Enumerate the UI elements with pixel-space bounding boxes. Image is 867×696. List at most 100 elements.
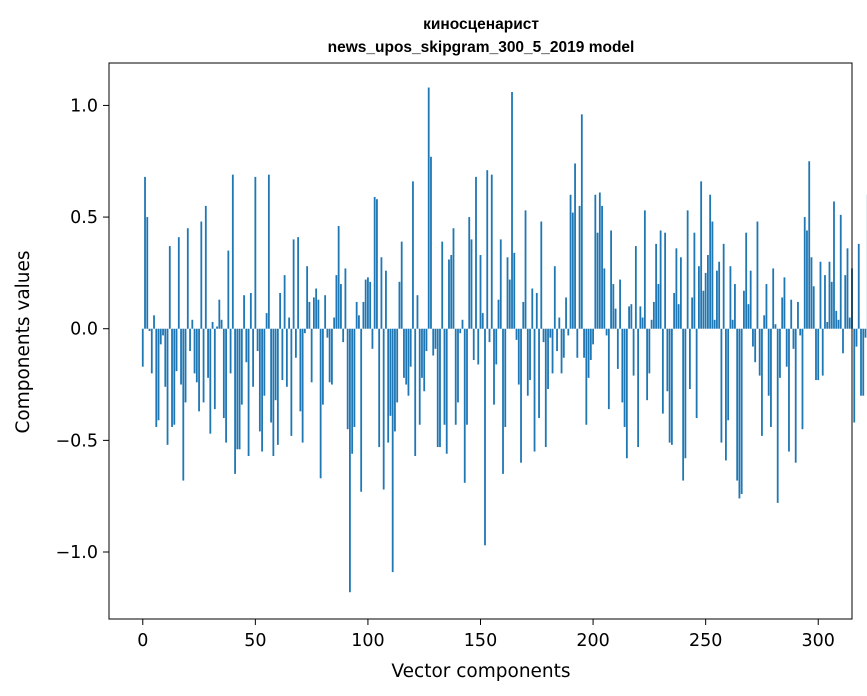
bar-183 [553,266,556,329]
bar-269 [747,304,750,329]
y-tick-label: −1.0 [56,543,99,563]
bar-121 [414,328,417,456]
bar-4 [150,328,153,374]
bar-125 [423,328,426,392]
bar-187 [562,328,565,358]
bar-40 [231,174,234,329]
bar-279 [770,328,772,427]
bar-11 [166,328,169,445]
x-tick-label: 100 [351,631,384,651]
bar-7 [157,328,160,421]
bar-29 [207,328,209,378]
bar-76 [312,297,315,329]
bar-254 [713,319,716,329]
bar-8 [159,328,162,345]
bar-162 [506,257,509,329]
bar-47 [247,328,250,456]
x-tick-label: 300 [802,631,835,651]
bar-210 [614,308,617,329]
bar-182 [551,328,554,374]
bar-119 [409,328,412,367]
bar-0 [141,328,144,367]
bar-294 [803,217,806,329]
chart-subtitle: news_upos_skipgram_300_5_2019 model [328,39,635,56]
bar-62 [281,328,284,381]
x-axis-ticks: 0 50 100 150 200 250 300 [137,619,835,651]
bar-108 [385,270,387,329]
bar-277 [765,284,768,329]
bar-252 [709,194,712,329]
bar-199 [589,328,592,360]
bar-138 [452,228,455,329]
bar-299 [815,328,817,381]
bar-25 [198,328,200,412]
bar-258 [722,243,725,329]
bar-124 [421,328,423,378]
bar-266 [740,328,743,494]
bar-227 [652,301,655,329]
bar-242 [686,210,689,329]
bar-102 [371,328,374,349]
bar-276 [763,315,766,329]
bar-174 [533,328,536,452]
bar-106 [380,257,383,329]
y-tick-label: 1.0 [70,96,98,116]
bar-241 [684,328,687,459]
bar-301 [819,261,822,329]
bar-94 [353,328,356,427]
bar-51 [256,328,259,352]
bar-237 [675,248,678,329]
bar-316 [853,328,856,423]
bar-186 [560,328,563,374]
bar-290 [794,328,797,463]
bar-27 [202,328,205,403]
bar-69 [297,237,300,329]
bar-33 [216,326,218,329]
bar-46 [245,328,248,363]
bar-158 [497,299,500,329]
bar-259 [725,328,727,461]
bar-99 [364,279,367,329]
bar-260 [727,328,730,421]
bar-253 [711,221,714,329]
y-axis-label: Components values [13,250,34,433]
bar-207 [607,328,610,410]
bar-68 [294,328,297,358]
bar-117 [405,328,408,385]
bar-164 [511,92,513,329]
bar-221 [639,306,642,329]
bar-38 [227,250,230,329]
bar-291 [797,301,799,329]
x-tick-label: 0 [137,631,148,651]
bar-70 [299,328,302,412]
bar-136 [448,259,450,329]
bar-177 [540,221,543,329]
bar-200 [592,328,594,345]
bar-296 [808,161,811,329]
bar-234 [668,328,671,443]
bar-181 [549,328,552,338]
bar-271 [752,328,754,347]
bar-292 [799,328,802,336]
bar-24 [195,328,198,383]
bar-21 [189,328,191,352]
bar-274 [758,328,761,376]
bar-59 [274,328,277,401]
bar-219 [634,246,637,329]
bar-307 [833,201,835,329]
bar-204 [601,205,603,329]
bar-28 [204,205,207,329]
bar-310 [839,214,842,329]
bar-286 [785,328,788,367]
bar-212 [619,279,621,329]
bar-298 [812,286,815,329]
bar-278 [767,328,770,396]
bar-55 [265,313,268,329]
bar-192 [574,163,576,329]
bar-268 [745,232,748,329]
bar-127 [427,87,430,329]
bar-226 [650,319,653,329]
y-tick-label: −0.5 [56,431,99,451]
bar-110 [389,328,392,416]
bar-191 [571,212,574,329]
